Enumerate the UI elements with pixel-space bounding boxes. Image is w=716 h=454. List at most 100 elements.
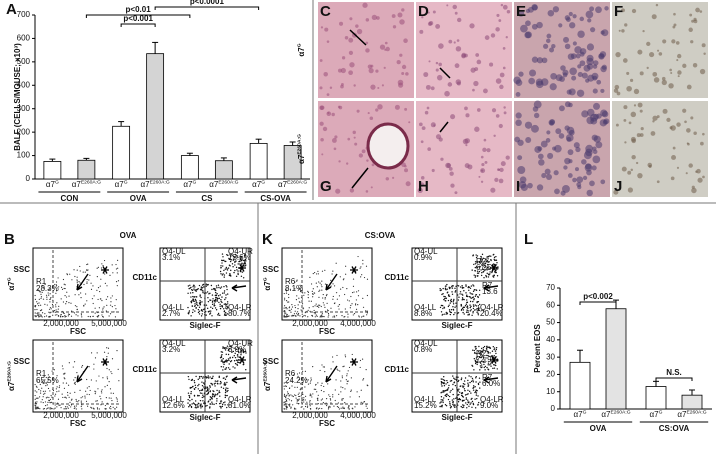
cell — [568, 103, 573, 108]
event — [219, 315, 220, 316]
event — [350, 391, 351, 392]
event — [40, 401, 41, 402]
event — [299, 372, 300, 373]
event — [453, 309, 454, 310]
event — [115, 316, 116, 317]
event — [315, 384, 316, 385]
event — [62, 289, 63, 290]
cell — [501, 161, 506, 166]
event — [241, 263, 242, 264]
cell — [616, 124, 619, 127]
event — [206, 284, 207, 285]
event — [109, 397, 110, 398]
row-label: α7E260A:G — [297, 134, 306, 164]
event — [226, 289, 227, 290]
event — [283, 311, 284, 312]
cell — [348, 70, 353, 75]
event — [334, 285, 335, 286]
event — [189, 400, 190, 401]
cell — [477, 60, 482, 65]
cell — [446, 4, 448, 6]
event — [310, 394, 311, 395]
cell — [531, 125, 539, 133]
event — [441, 305, 442, 306]
event — [292, 395, 293, 396]
event — [493, 254, 494, 255]
event — [241, 276, 242, 277]
cell — [501, 4, 503, 6]
event — [476, 289, 477, 290]
event — [468, 290, 469, 291]
cell — [353, 131, 356, 134]
event — [237, 354, 238, 355]
event — [199, 300, 200, 301]
event — [36, 401, 37, 402]
event — [322, 271, 323, 272]
event — [110, 408, 111, 409]
cell — [568, 149, 574, 155]
event — [35, 316, 36, 317]
cell — [506, 155, 510, 159]
y-tick-label: 60 — [546, 300, 555, 309]
event — [493, 364, 494, 365]
event — [190, 315, 191, 316]
event — [463, 290, 464, 291]
event — [297, 308, 298, 309]
event — [36, 309, 37, 310]
event — [220, 381, 221, 382]
event — [81, 401, 82, 402]
event — [486, 367, 487, 368]
cell — [656, 4, 658, 6]
event — [35, 295, 36, 296]
event — [302, 314, 303, 315]
event — [202, 290, 203, 291]
cell — [642, 30, 644, 32]
event — [321, 364, 322, 365]
event — [117, 401, 118, 402]
event — [303, 315, 304, 316]
event — [93, 303, 94, 304]
event — [189, 285, 190, 286]
event — [465, 285, 466, 286]
event — [189, 395, 190, 396]
event — [112, 264, 113, 265]
event — [439, 406, 440, 407]
event — [449, 396, 450, 397]
event — [352, 354, 353, 355]
cell — [553, 6, 559, 12]
event — [473, 285, 474, 286]
event — [454, 312, 455, 313]
event — [244, 263, 245, 264]
event — [471, 309, 472, 310]
event — [315, 313, 316, 314]
event — [452, 285, 453, 286]
event — [66, 383, 67, 384]
cell — [521, 184, 528, 191]
bar — [570, 362, 590, 409]
event — [307, 291, 308, 292]
cell — [670, 126, 673, 129]
x-tick-label: 4,000,000 — [340, 319, 376, 328]
event — [41, 310, 42, 311]
micrograph-bg — [612, 101, 708, 197]
event — [86, 379, 87, 380]
event — [475, 407, 476, 408]
cell — [393, 25, 396, 28]
cell — [673, 13, 676, 16]
event — [196, 407, 197, 408]
event — [299, 392, 300, 393]
cell — [600, 179, 605, 184]
event — [284, 311, 285, 312]
gate-value: 8.8% — [414, 309, 432, 318]
event — [199, 285, 200, 286]
cell — [700, 69, 705, 74]
event — [284, 386, 285, 387]
event — [463, 309, 464, 310]
event — [68, 408, 69, 409]
cell — [528, 7, 534, 13]
cell — [684, 120, 687, 123]
event — [295, 311, 296, 312]
event — [455, 302, 456, 303]
event — [56, 302, 57, 303]
event — [65, 316, 66, 317]
